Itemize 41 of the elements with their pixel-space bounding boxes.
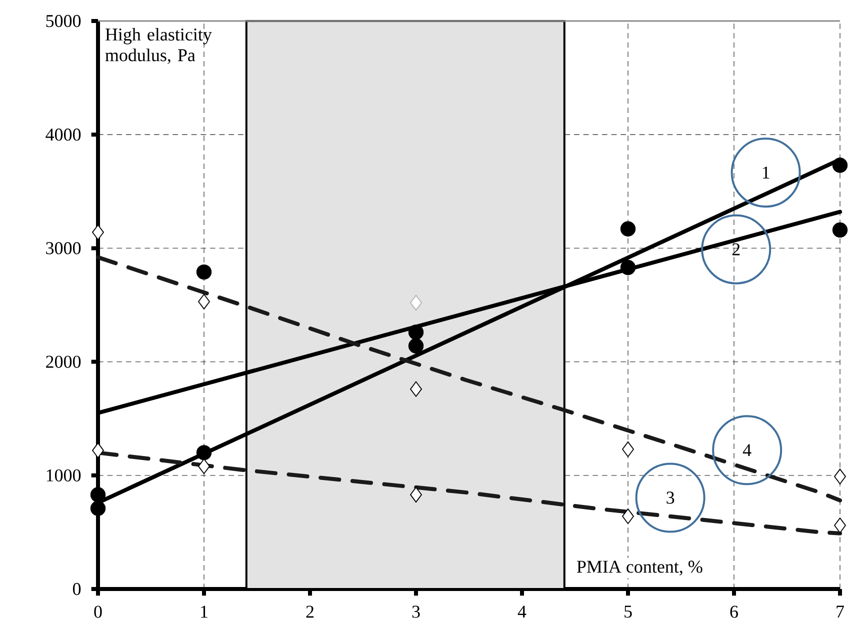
x-tick-label: 4 [518, 606, 526, 618]
point [408, 324, 424, 340]
point [832, 222, 848, 238]
y-tick-label: 0 [72, 582, 81, 596]
x-axis-title: PMIA content, % [576, 560, 702, 576]
y-tick-label: 1000 [46, 469, 81, 482]
point [410, 486, 422, 503]
point [408, 338, 424, 354]
point [622, 508, 634, 524]
series-label: 4 [742, 444, 752, 456]
point [92, 224, 104, 240]
x-tick-label: 0 [94, 606, 102, 618]
x-tick-label: 1 [201, 606, 208, 618]
point [90, 500, 106, 516]
point [410, 294, 422, 311]
point [622, 441, 634, 458]
point [834, 518, 846, 534]
point [196, 264, 212, 280]
x-tick-label: 3 [412, 606, 420, 618]
point [196, 445, 212, 460]
point [198, 458, 210, 474]
y-tick-label: 3000 [46, 242, 81, 254]
line-series [96, 255, 842, 502]
series-label: 3 [666, 492, 674, 504]
point [620, 221, 636, 236]
point [620, 260, 636, 276]
point [90, 487, 106, 502]
y-axis-title: High elasticity modulus, Pa [105, 28, 212, 64]
point [834, 468, 846, 484]
x-tick-label: 7 [836, 606, 844, 618]
point [92, 442, 104, 458]
y-tick-label: 4000 [46, 128, 81, 141]
point [410, 381, 422, 397]
y-tick-label: 2000 [46, 356, 81, 368]
point [832, 158, 848, 173]
x-tick-label: 2 [306, 606, 314, 618]
point [198, 294, 210, 310]
x-tick-label: 5 [624, 606, 632, 618]
series-label: 1 [762, 166, 770, 179]
y-tick-label: 5000 [46, 14, 81, 28]
x-tick-label: 6 [730, 606, 738, 618]
